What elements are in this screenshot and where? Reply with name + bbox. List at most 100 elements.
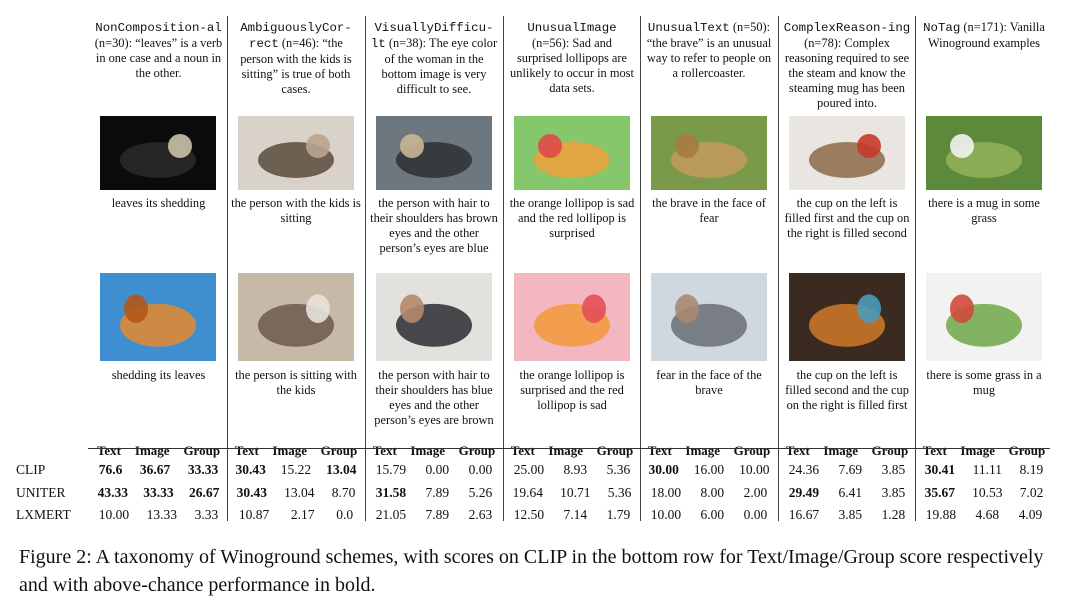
category-description: The eye color of the woman in the bottom… [381, 36, 498, 96]
teapot-photo [789, 273, 905, 361]
score-row: 19.64 10.71 5.36 [504, 485, 640, 501]
caption-top: the person with hair to their shoulders … [370, 196, 498, 255]
category-column: UnusualImage (n=56): Sad and surprised l… [503, 16, 640, 523]
score-row: 43.33 33.33 26.67 [90, 485, 227, 501]
score-cell: 3.33 [194, 507, 219, 522]
figure-caption: Figure 2: A taxonomy of Winoground schem… [19, 546, 1044, 596]
score-header-image: Image [134, 443, 170, 458]
score-header-text: Text [647, 443, 672, 458]
category-column: AmbiguouslyCor-rect (n=46): “the person … [227, 16, 364, 522]
category-tag: NonComposition-al [95, 21, 222, 35]
score-cell: 1.28 [881, 507, 906, 522]
score-cell: 19.88 [925, 507, 957, 522]
score-header-image: Image [548, 443, 584, 458]
score-cell: 33.33 [187, 462, 219, 477]
score-row: 30.41 11.11 8.19 [916, 462, 1052, 478]
score-cell: 25.00 [513, 462, 545, 477]
score-cell: 12.50 [513, 507, 545, 522]
category-description: “the person with the kids is sitting” is… [240, 36, 352, 96]
score-cell: 30.41 [924, 462, 956, 477]
score-cell: 16.67 [788, 507, 820, 522]
caption-top: the orange lollipop is sad and the red l… [509, 196, 635, 240]
caption-bottom: the person is sitting with the kids [235, 368, 357, 397]
score-cell: 3.85 [881, 485, 906, 500]
family-playing-photo [238, 116, 354, 190]
score-cell: 33.33 [143, 485, 174, 500]
score-row: 21.05 7.89 2.63 [366, 507, 502, 523]
score-cell: 30.43 [236, 485, 267, 500]
lion-cubs-photo [651, 116, 767, 190]
mug-grass-photo [926, 116, 1042, 190]
score-cell: 8.00 [700, 485, 725, 500]
caption-bottom: the orange lollipop is surprised and the… [519, 368, 625, 412]
score-cell: 7.89 [425, 485, 450, 500]
score-cell: 0.00 [743, 507, 768, 522]
score-cell: 18.00 [650, 485, 682, 500]
score-row: 18.00 8.00 2.00 [641, 485, 777, 501]
score-header-text: Text [510, 443, 535, 458]
score-row: 10.00 6.00 0.00 [641, 507, 777, 523]
score-header: Text Image Group [641, 443, 777, 459]
caption-bottom: shedding its leaves [111, 368, 206, 382]
caption-bottom: the cup on the left is filled second and… [785, 368, 909, 412]
score-cell: 10.00 [98, 507, 130, 522]
category-count: (n=171): [963, 20, 1007, 34]
score-cell: 7.89 [425, 507, 450, 522]
score-cell: 4.68 [975, 507, 1000, 522]
caption-top: the person with the kids is sitting [231, 196, 361, 225]
score-header-group: Group [458, 443, 496, 458]
category-column: NonComposition-al (n=30): “leaves” is a … [90, 16, 227, 523]
model-label: CLIP [16, 462, 46, 477]
category-tag: UnusualImage [527, 21, 617, 35]
score-header-text: Text [785, 443, 810, 458]
caption-top: the brave in the face of fear [652, 196, 766, 225]
category-count: (n=30): [94, 36, 133, 50]
category-description: Vanilla Winoground examples [927, 20, 1045, 50]
category-count: (n=78): [804, 36, 842, 50]
caption-bottom: the person with hair to their shoulders … [374, 368, 494, 427]
score-cell: 2.63 [468, 507, 493, 522]
score-cell: 21.05 [375, 507, 407, 522]
caption-bottom: fear in the face of the brave [656, 368, 762, 397]
score-header: Text Image Group [366, 443, 502, 459]
score-row: 29.49 6.41 3.85 [779, 485, 915, 501]
score-header-image: Image [823, 443, 859, 458]
score-cell: 76.6 [98, 462, 123, 477]
score-cell: 36.67 [139, 462, 171, 477]
score-header: Text Image Group [916, 443, 1052, 459]
score-row: 30.43 15.22 13.04 [228, 462, 364, 478]
score-row: 12.50 7.14 1.79 [504, 507, 640, 523]
score-cell: 11.11 [972, 462, 1003, 477]
category-count: (n=46): [281, 36, 320, 50]
category-tag: UnusualText [647, 21, 730, 35]
score-row: 25.00 8.93 5.36 [504, 462, 640, 478]
score-cell: 26.67 [188, 485, 220, 500]
score-cell: 2.00 [743, 485, 768, 500]
score-cell: 0.0 [336, 507, 354, 522]
category-column: ComplexReason-ing (n=78): Complex reason… [778, 16, 915, 522]
lollipops-pink-photo [514, 273, 630, 361]
score-cell: 1.79 [606, 507, 631, 522]
score-cell: 15.79 [375, 462, 407, 477]
category-header: AmbiguouslyCor-rect (n=46): “the person … [228, 20, 364, 97]
score-cell: 43.33 [97, 485, 129, 500]
caption-top: leaves its shedding [111, 196, 206, 210]
score-header-group: Group [871, 443, 909, 458]
score-cell: 30.43 [235, 462, 266, 477]
score-row: 10.00 13.33 3.33 [90, 507, 227, 523]
score-cell: 7.69 [838, 462, 863, 477]
score-cell: 24.36 [788, 462, 820, 477]
score-cell: 13.33 [146, 507, 178, 522]
score-cell: 19.64 [512, 485, 543, 500]
score-row: 15.79 0.00 0.00 [366, 462, 502, 478]
family-couch-photo [238, 273, 354, 361]
score-cell: 7.02 [1019, 485, 1044, 500]
category-count: (n=50): [732, 20, 771, 34]
score-header-group: Group [733, 443, 771, 458]
score-cell: 10.00 [739, 462, 770, 477]
score-row: 35.67 10.53 7.02 [916, 485, 1052, 501]
score-cell: 0.00 [425, 462, 450, 477]
category-column: VisuallyDifficu-lt (n=38): The eye color… [365, 16, 502, 523]
lollipops-green-photo [514, 116, 630, 190]
category-header: UnusualText (n=50): “the brave” is an un… [641, 20, 777, 81]
